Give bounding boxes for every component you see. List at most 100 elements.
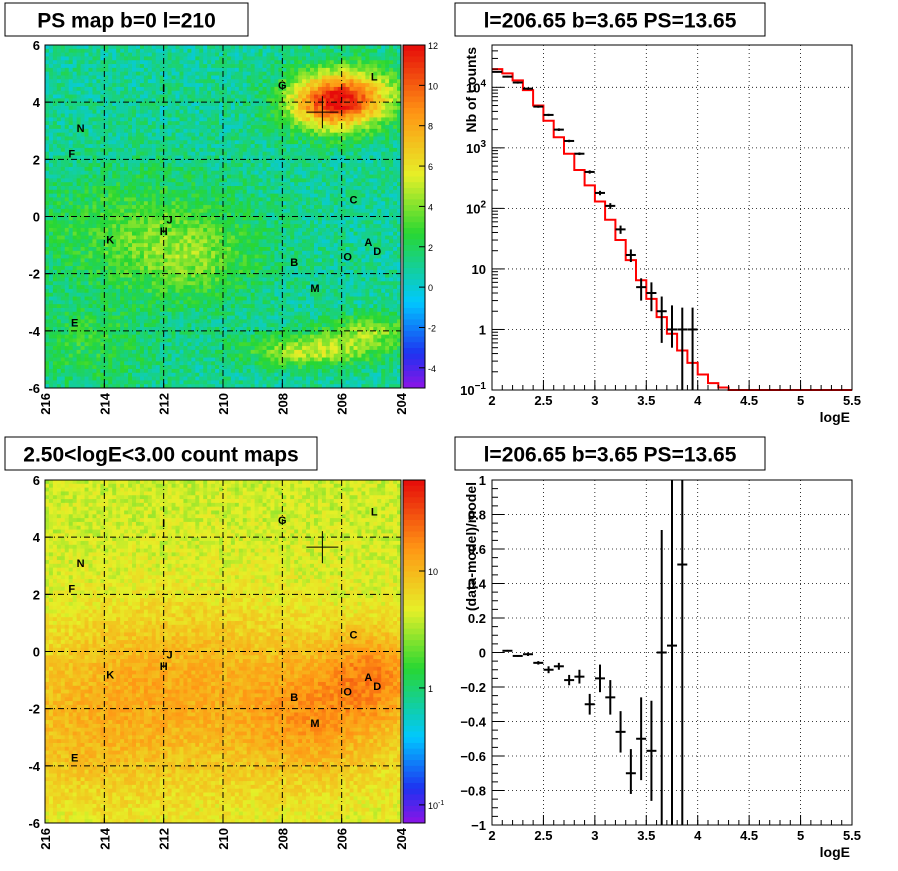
heatmap-cell [230, 113, 236, 118]
heatmap-cell [116, 311, 121, 316]
heatmap-cell [230, 300, 236, 305]
heatmap-cell [211, 64, 216, 69]
heatmap-cell [230, 105, 236, 111]
heatmap-cell [207, 140, 212, 145]
heatmap-cell [120, 288, 125, 294]
heatmap-cell [234, 83, 240, 88]
heatmap-cell [143, 155, 149, 160]
heatmap-cell [112, 79, 117, 84]
heatmap-cell [159, 64, 165, 69]
heatmap-cell [108, 246, 113, 252]
heatmap-cell [195, 288, 200, 294]
heatmap-cell [254, 300, 259, 305]
heatmap-cell [179, 227, 184, 233]
heatmap-cell [159, 304, 165, 309]
heatmap-cell [108, 262, 113, 267]
heatmap-cell [135, 197, 141, 202]
heatmap-cell [187, 71, 192, 76]
heatmap-cell [234, 147, 240, 153]
heatmap-cell [104, 258, 109, 263]
heatmap-cell [234, 319, 240, 324]
heatmap-cell [139, 45, 145, 50]
heatmap-cell [258, 307, 263, 313]
heatmap-cell [72, 71, 78, 76]
heatmap-cell [238, 166, 244, 172]
heatmap-cell [135, 98, 141, 103]
heatmap-cell [56, 212, 62, 217]
heatmap-cell [211, 125, 216, 130]
heatmap-cell [147, 86, 153, 92]
heatmap-cell [60, 235, 66, 240]
heatmap-cell [199, 353, 204, 358]
heatmap-cell [88, 144, 93, 149]
heatmap-cell [45, 208, 50, 214]
heatmap-cell [195, 315, 200, 320]
heatmap-cell [191, 227, 196, 233]
heatmap-cell [183, 109, 188, 114]
heatmap-cell [151, 193, 157, 198]
heatmap-cell [215, 117, 220, 122]
heatmap-cell [250, 132, 256, 137]
heatmap-cell [108, 365, 113, 370]
map-title: PS map b=0 l=210 [37, 10, 216, 33]
heatmap-cell [171, 155, 176, 160]
heatmap-cell [179, 258, 184, 263]
heatmap-cell [151, 277, 157, 282]
heatmap-cell [60, 353, 66, 358]
heatmap-cell [147, 239, 153, 244]
heatmap-cell [250, 113, 256, 118]
heatmap-cell [56, 121, 62, 126]
heatmap-cell [72, 227, 78, 233]
heatmap-cell [151, 224, 157, 229]
heatmap-cell [155, 45, 161, 50]
heatmap-cell [139, 109, 145, 114]
heatmap-cell [128, 300, 133, 305]
heatmap-cell [64, 285, 70, 290]
heatmap-cell [183, 79, 188, 84]
heatmap-cell [250, 266, 256, 271]
heatmap-cell [72, 304, 78, 309]
heatmap-cell [88, 323, 93, 328]
heatmap-cell [207, 163, 212, 168]
heatmap-cell [191, 216, 196, 221]
heatmap-cell [258, 48, 263, 54]
heatmap-cell [100, 372, 105, 377]
heatmap-cell [104, 125, 109, 130]
heatmap-cell [219, 250, 224, 256]
heatmap-cell [60, 166, 66, 172]
heatmap-cell [155, 94, 161, 99]
heatmap-cell [246, 365, 252, 370]
heatmap-cell [128, 98, 133, 103]
heatmap-cell [112, 155, 117, 160]
heatmap-cell [230, 182, 236, 187]
heatmap-cell [175, 246, 180, 252]
heatmap-cell [246, 338, 252, 343]
heatmap-cell [254, 304, 259, 309]
heatmap-cell [191, 205, 196, 210]
heatmap-cell [92, 224, 97, 229]
heatmap-cell [135, 307, 141, 313]
heatmap-cell [151, 334, 157, 339]
heatmap-cell [124, 254, 129, 259]
heatmap-cell [230, 250, 236, 256]
heatmap-cell [100, 182, 105, 187]
heatmap-cell [167, 258, 172, 263]
heatmap-cell [258, 296, 263, 301]
heatmap-cell [159, 311, 165, 316]
heatmap-cell [211, 300, 216, 305]
heatmap-cell [60, 121, 66, 126]
heatmap-cell [246, 315, 252, 320]
heatmap-cell [116, 384, 121, 389]
heatmap-cell [88, 147, 93, 153]
heatmap-cell [52, 140, 58, 145]
heatmap-cell [258, 83, 263, 88]
heatmap-cell [64, 220, 70, 225]
heatmap-cell [226, 201, 232, 206]
heatmap-cell [124, 243, 129, 248]
heatmap-cell [159, 323, 165, 328]
heatmap-cell [230, 197, 236, 202]
heatmap-cell [60, 334, 66, 339]
heatmap-cell [116, 368, 121, 374]
heatmap-cell [226, 239, 232, 244]
heatmap-cell [207, 125, 212, 130]
